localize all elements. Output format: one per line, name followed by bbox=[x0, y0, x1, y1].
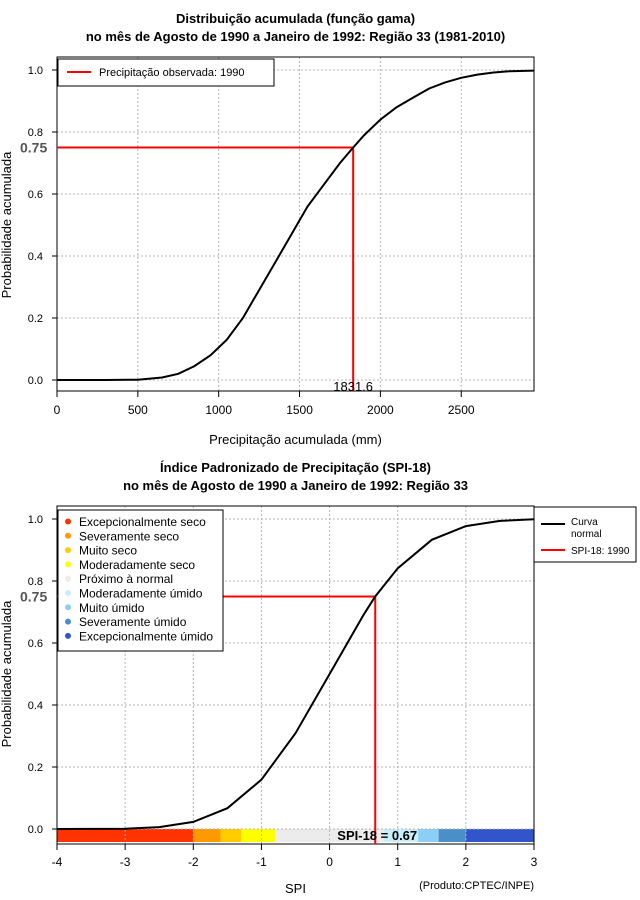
marker-y-value: 0.75 bbox=[20, 589, 47, 605]
x-tick-label: 2500 bbox=[448, 403, 475, 417]
y-tick-label: 0.6 bbox=[28, 638, 43, 650]
legend-class-label: Muito úmido bbox=[79, 601, 145, 615]
y-tick-label: 0.8 bbox=[28, 576, 43, 588]
y-tick-label: 0.4 bbox=[28, 251, 43, 263]
legend-class-label: Severamente úmido bbox=[79, 615, 187, 629]
legend-class-swatch bbox=[65, 604, 71, 611]
legend-entry-label: SPI-18: 1990 bbox=[571, 546, 630, 557]
x-tick-label: 3 bbox=[531, 855, 538, 869]
legend-class-swatch bbox=[65, 547, 71, 554]
x-tick-label: 500 bbox=[128, 403, 148, 417]
chart-title: Índice Padronizado de Precipitação (SPI-… bbox=[160, 460, 431, 475]
spi-class-band bbox=[465, 829, 534, 842]
x-axis-label: Precipitação acumulada (mm) bbox=[209, 432, 382, 447]
y-tick-label: 0.8 bbox=[28, 127, 43, 139]
x-tick-label: 0 bbox=[54, 403, 61, 417]
x-tick-label: -2 bbox=[188, 855, 199, 869]
y-tick-label: 1.0 bbox=[28, 514, 43, 526]
x-tick-label: -1 bbox=[256, 855, 267, 869]
y-tick-label: 0.2 bbox=[28, 313, 43, 325]
cdf-curve bbox=[56, 518, 535, 830]
legend-entry-label: Precipitação observada: 1990 bbox=[99, 67, 245, 79]
x-tick-label: 2000 bbox=[367, 403, 394, 417]
x-tick-label: -4 bbox=[52, 855, 63, 869]
spi-class-band bbox=[418, 829, 439, 842]
spi-class-band bbox=[220, 829, 241, 842]
spi-class-band bbox=[438, 829, 466, 842]
x-tick-label: -3 bbox=[120, 855, 131, 869]
marker-y-value: 0.75 bbox=[20, 140, 47, 156]
legend-class-label: Muito seco bbox=[79, 544, 137, 558]
legend-class-label: Moderadamente seco bbox=[79, 558, 195, 572]
chart-1: Distribuição acumulada (função gama) no m… bbox=[0, 11, 535, 447]
plot-frame bbox=[56, 505, 535, 845]
legend-box bbox=[57, 509, 224, 652]
chart-subtitle: no mês de Agosto de 1990 a Janeiro de 19… bbox=[86, 29, 505, 44]
x-tick-label: 0 bbox=[326, 855, 333, 869]
x-axis-label: SPI bbox=[285, 881, 306, 896]
spi-class-band bbox=[384, 829, 419, 842]
legend-class-label: Severamente seco bbox=[79, 529, 179, 543]
legend-entry-label: normal bbox=[571, 529, 602, 540]
y-tick-label: 0.6 bbox=[28, 189, 43, 201]
legend-class-swatch bbox=[65, 575, 71, 582]
y-axis-label: Probabilidade acumulada bbox=[0, 600, 14, 747]
plot-frame bbox=[56, 56, 535, 392]
chart-subtitle: no mês de Agosto de 1990 a Janeiro de 19… bbox=[123, 478, 468, 493]
spi-class-band bbox=[193, 829, 221, 842]
legend: Precipitação observada: 1990 bbox=[57, 58, 275, 87]
legend-class-swatch bbox=[65, 632, 71, 639]
y-tick-label: 0.4 bbox=[28, 700, 43, 712]
legend-class-swatch bbox=[65, 518, 71, 525]
y-tick-label: 0.0 bbox=[28, 824, 43, 836]
chart-2: Índice Padronizado de Precipitação (SPI-… bbox=[0, 460, 637, 896]
marker-x-value: 1831.6 bbox=[333, 379, 373, 394]
legend-class-label: Próximo à normal bbox=[79, 572, 173, 586]
x-tick-label: 1 bbox=[394, 855, 401, 869]
legend-class-swatch bbox=[65, 532, 71, 539]
marker-x-value: SPI-18 = 0.67 bbox=[337, 828, 417, 843]
legend-class-label: Excepcionalmente úmido bbox=[79, 629, 213, 643]
chart-title: Distribuição acumulada (função gama) bbox=[176, 11, 415, 26]
legend-class-label: Excepcionalmente seco bbox=[79, 515, 206, 529]
x-tick-label: 1500 bbox=[286, 403, 313, 417]
credit-label: (Produto:CPTEC/INPE) bbox=[419, 880, 534, 892]
x-tick-label: 1000 bbox=[205, 403, 232, 417]
legend-entry-label: Curva bbox=[571, 517, 598, 528]
legend-box bbox=[533, 506, 637, 563]
legend-class-swatch bbox=[65, 618, 71, 625]
legend-class-swatch bbox=[65, 561, 71, 568]
y-tick-label: 0.0 bbox=[28, 375, 43, 387]
legend-class-label: Moderadamente úmido bbox=[79, 587, 203, 601]
y-tick-label: 1.0 bbox=[28, 65, 43, 77]
legend-class-swatch bbox=[65, 590, 71, 596]
legend-box bbox=[57, 58, 275, 87]
y-axis-label: Probabilidade acumulada bbox=[0, 151, 14, 298]
cdf-curve bbox=[57, 69, 535, 381]
x-tick-label: 2 bbox=[463, 855, 470, 869]
y-tick-label: 0.2 bbox=[28, 762, 43, 774]
spi-class-band bbox=[240, 829, 276, 842]
